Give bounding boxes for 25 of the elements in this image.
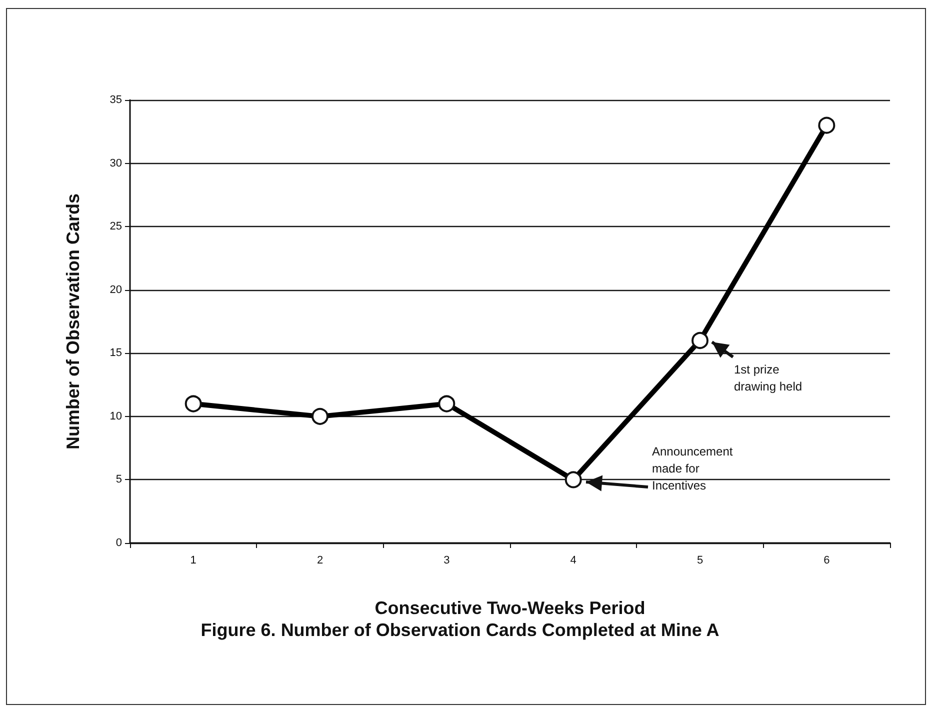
annotation: 1st prize drawing held xyxy=(734,362,802,394)
y-tick-label: 30 xyxy=(110,157,122,170)
y-tick-label: 35 xyxy=(110,94,122,106)
x-tick-label: 4 xyxy=(570,554,576,566)
x-tick-label: 6 xyxy=(824,554,830,566)
annotation: Announcement made for Incentives xyxy=(652,444,734,492)
y-tick-label: 15 xyxy=(110,347,122,360)
point xyxy=(692,332,708,349)
y-tick-label: 25 xyxy=(110,220,122,233)
x-tick-label: 1 xyxy=(190,554,196,566)
text: Figure 6. Number of Observation Cards Completed at Mine A xyxy=(200,620,720,640)
point xyxy=(818,116,836,134)
y-axis-title: Number of Observation Cards xyxy=(63,193,83,450)
point xyxy=(438,395,456,412)
x-axis-title: Consecutive Two-Weeks Period xyxy=(374,598,646,618)
point xyxy=(184,395,202,412)
point xyxy=(312,408,328,425)
y-tick-label: 10 xyxy=(110,410,122,422)
x-tick-label: 5 xyxy=(696,554,704,566)
x-tick-label: 2 xyxy=(316,554,324,566)
y-tick-label: 5 xyxy=(116,474,122,486)
y-tick-label: 20 xyxy=(110,284,122,296)
point xyxy=(564,471,582,488)
y-tick-label: 0 xyxy=(116,537,122,549)
x-tick-label: 3 xyxy=(444,554,450,566)
